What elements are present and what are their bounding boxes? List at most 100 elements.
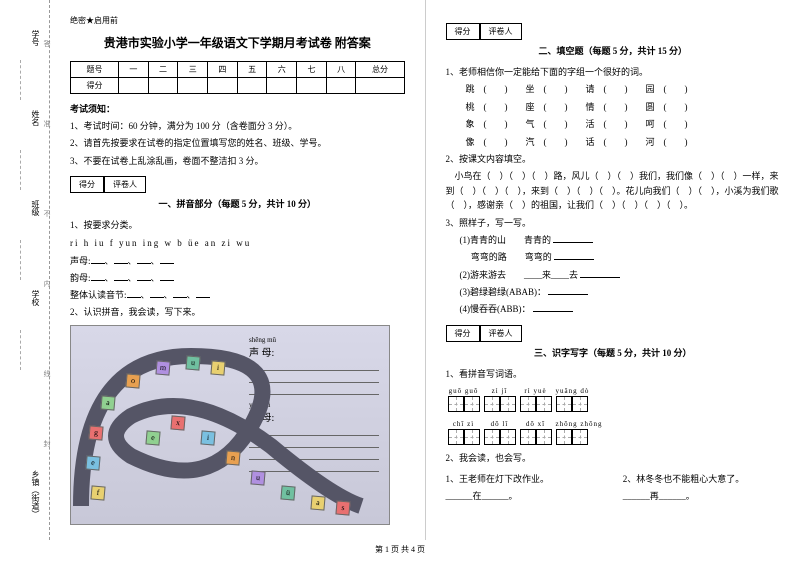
section-2-title: 二、填空题（每题 5 分，共计 15 分） [446,44,781,57]
char-cell [556,396,572,412]
score-label: 得分 [446,23,480,40]
rule-item: 2、请首先按要求在试卷的指定位置填写您的姓名、班级、学号。 [70,136,405,150]
score-header: 八 [326,62,356,78]
pinyin-label: yuǎng dò [556,387,590,395]
char-cell [536,429,552,445]
score-header: 题号 [71,62,119,78]
score-cell [297,78,327,94]
margin-line [20,330,21,370]
pinyin-label: dō lǐ [484,420,516,428]
q1-2: 2、认识拼音，我会读，写下来。 [70,305,405,319]
score-entry-box: 得分 评卷人 [446,325,781,342]
q2-3-item: (2)游来游去 ____来____去 [446,268,781,282]
score-header: 三 [178,62,208,78]
char-cell [448,429,464,445]
seal-text: 封 [42,440,52,447]
q2-2: 2、按课文内容填空。 [446,152,781,166]
char-cell [448,396,464,412]
pinyin-label: zhōng zhōng [556,420,603,428]
q2-3-item: (4)慢吞吞(ABB)： [446,302,781,316]
char-cell [500,396,516,412]
rule-item: 3、不要在试卷上乱涂乱画，卷面不整洁扣 3 分。 [70,154,405,168]
score-cell [148,78,178,94]
score-cell [208,78,238,94]
q2-3-item: 弯弯的路 弯弯的 [446,250,781,264]
margin-line [20,150,21,190]
char-grid: rì yuè [520,387,552,412]
q3-2a: 1、王老师在灯下改作业。 [446,472,603,486]
char-grid: guō guǒ [448,387,480,412]
left-column: 绝密★启用前 贵港市实验小学一年级语文下学期月考试卷 附答案 题号一二三四五六七… [50,0,426,540]
char-grid: dō lǐ [484,420,516,445]
pinyin-snake-image: shēng mǔ 声 母: yùn mǔ 韵 母: f e g a o m u … [70,325,390,525]
pinyin-label: chī zì [448,420,480,428]
score-cell [178,78,208,94]
char-cell [520,429,536,445]
zhengti-label: 整体认读音节: [70,290,127,300]
binding-margin: 学号 姓名 班级 学校 乡镇（街道） 答 准 不 内 线 封 [0,0,50,540]
margin-label-name: 姓名 [30,110,41,126]
pair-row: 象 ( ) 气 ( ) 活 ( ) 呵 ( ) [446,117,781,131]
margin-label-class: 班级 [30,200,41,216]
q2-3-item: (1)青青的山 青青的 [446,233,781,247]
pinyin-label: rì yuè [520,387,552,395]
grader-label: 评卷人 [480,23,522,40]
char-cell [536,396,552,412]
score-header: 七 [297,62,327,78]
pair-row: 跳 ( ) 坐 ( ) 请 ( ) 园 ( ) [446,82,781,96]
score-header: 六 [267,62,297,78]
section-3-title: 三、识字写字（每题 5 分，共计 10 分） [446,346,781,359]
q3-2a-blank: ______在______。 [446,489,603,503]
char-grid: chī zì [448,420,480,445]
score-label: 得分 [70,176,104,193]
char-grid: yuǎng dò [556,387,590,412]
char-cell [484,429,500,445]
margin-line [20,240,21,280]
char-cell [520,396,536,412]
score-cell [267,78,297,94]
q3-2: 2、我会读，也会写。 [446,451,781,465]
char-cell [572,429,588,445]
q2-2-text: 小鸟在（ ）（ ）（ ）路，风儿（ ）（ ）我们，我们像（ ）（ ）一样，来到（… [446,169,781,212]
score-header: 四 [208,62,238,78]
q3-2b-blank: ______再______。 [623,489,780,503]
q2-3: 3、照样子，写一写。 [446,216,781,230]
q2-3-item: (3)碧绿碧绿(ABAB)： [446,285,781,299]
q2-1: 1、老师相信你一定能给下面的字组一个很好的词。 [446,65,781,79]
q3-2b: 2、林冬冬也不能粗心大意了。 [623,472,780,486]
char-cell [484,396,500,412]
shengmu-label: 声母: [70,256,91,266]
char-cell [464,396,480,412]
pair-row: 像 ( ) 汽 ( ) 话 ( ) 河 ( ) [446,135,781,149]
score-label: 得分 [446,325,480,342]
right-column: 得分 评卷人 二、填空题（每题 5 分，共计 15 分） 1、老师相信你一定能给… [426,0,800,540]
margin-label-town: 乡镇（街道） [30,470,41,518]
margin-label-school: 学校 [30,290,41,306]
margin-line [20,60,21,100]
yunmu-label: 韵母: [70,273,91,283]
notice-heading: 考试须知： [70,102,405,115]
char-grid: dō xī [520,420,552,445]
seal-text: 答 [42,40,52,47]
margin-label-id: 学号 [30,30,41,46]
char-cell [556,429,572,445]
score-header: 五 [237,62,267,78]
score-cell [237,78,267,94]
page-footer: 第 1 页 共 4 页 [0,540,800,559]
pinyin-label: zì jǐ [484,387,516,395]
char-cell [464,429,480,445]
seal-text: 不 [42,210,52,217]
q1-1: 1、按要求分类。 [70,218,405,232]
score-table: 题号一二三四五六七八总分 得分 [70,61,405,94]
score-cell [326,78,356,94]
exam-title: 贵港市实验小学一年级语文下学期月考试卷 附答案 [70,34,405,51]
score-cell [118,78,148,94]
seal-text: 线 [42,370,52,377]
pair-row: 桃 ( ) 座 ( ) 情 ( ) 圆 ( ) [446,100,781,114]
seal-text: 内 [42,280,52,287]
grader-label: 评卷人 [104,176,146,193]
rule-item: 1、考试时间：60 分钟，满分为 100 分（含卷面分 3 分）。 [70,119,405,133]
char-cell [500,429,516,445]
secret-label: 绝密★启用前 [70,15,405,26]
letter-list: ri h iu f yun ing w b üe an zi wu [70,236,405,250]
